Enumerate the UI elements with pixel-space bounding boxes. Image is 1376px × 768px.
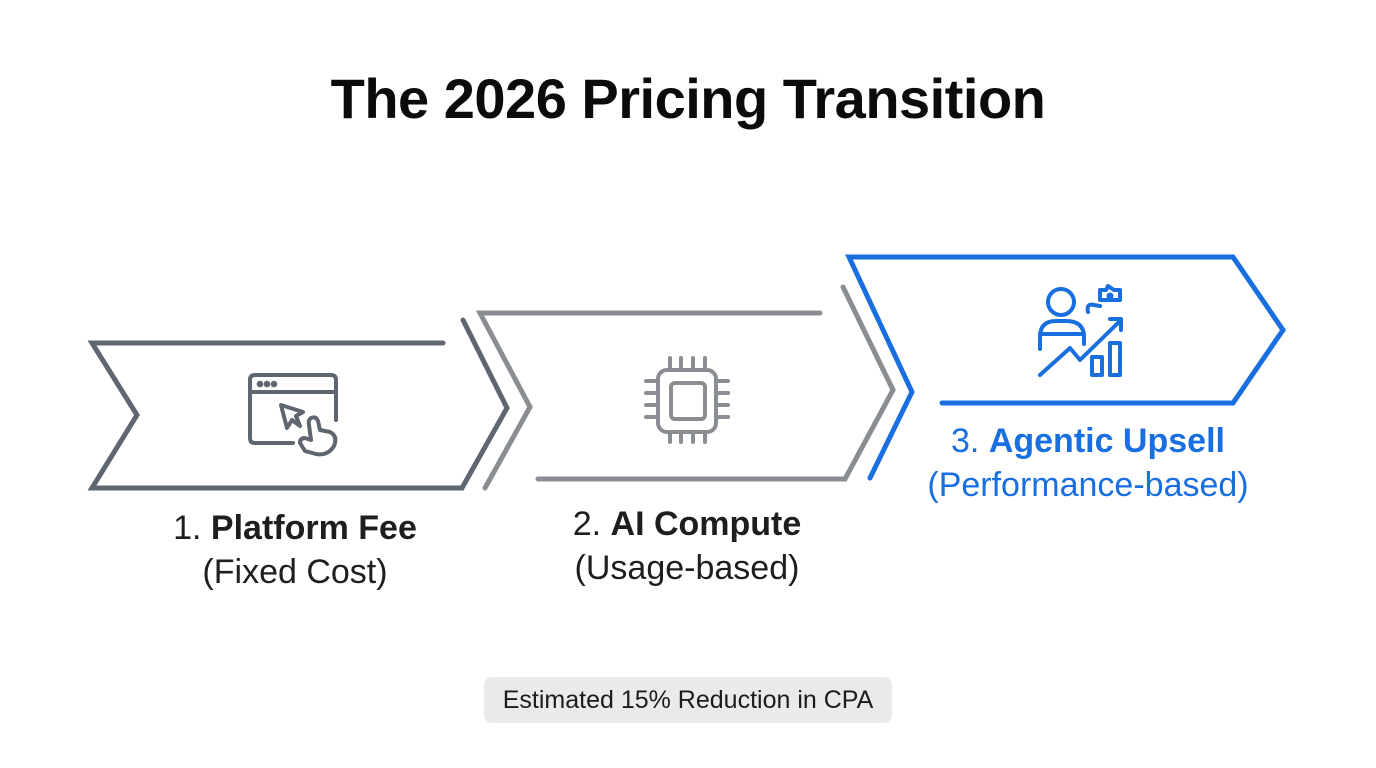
step-2-number: 2. [572,505,602,543]
step-3-number: 3. [951,422,980,460]
page-title: The 2026 Pricing Transition [330,67,1046,130]
step-2-name: AI Compute [610,505,802,543]
step-2-subtitle: (Usage-based) [574,549,800,587]
step-1-subtitle: (Fixed Cost) [202,553,388,591]
step-2-chevron [475,284,896,491]
step-3-label: 3. Agentic Upsell (Performance-based) [898,419,1278,507]
step-3-chevron [845,254,1287,481]
cpu-chip-icon [644,356,730,444]
step-1-chevron [87,317,510,491]
step-3-subtitle: (Performance-based) [927,466,1249,504]
step-2-label: 2. AI Compute (Usage-based) [522,502,852,590]
step-3-name: Agentic Upsell [988,422,1225,460]
browser-click-icon [248,373,338,457]
agent-growth-icon [1038,284,1123,377]
cpa-reduction-badge: Estimated 15% Reduction in CPA [484,677,892,723]
step-1-number: 1. [173,509,202,547]
step-1-name: Platform Fee [210,509,417,547]
step-1-label: 1. Platform Fee (Fixed Cost) [130,506,460,594]
